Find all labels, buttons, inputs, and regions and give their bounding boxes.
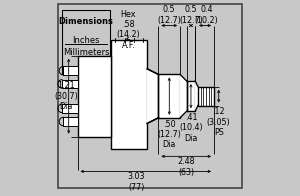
- Text: 3.03
(77): 3.03 (77): [128, 172, 145, 192]
- Text: 1.21
(30.7)
Dia: 1.21 (30.7) Dia: [54, 81, 78, 111]
- Bar: [63, 117, 77, 126]
- Text: 0.4
(10.2): 0.4 (10.2): [195, 5, 218, 24]
- Text: Inches: Inches: [72, 36, 100, 45]
- Bar: [198, 87, 214, 105]
- Text: 2.48
(63): 2.48 (63): [177, 157, 195, 177]
- Bar: [62, 80, 77, 88]
- Text: 0.5
(12.7): 0.5 (12.7): [179, 5, 203, 24]
- Polygon shape: [195, 81, 198, 111]
- Text: .12
(3.05)
PS: .12 (3.05) PS: [207, 107, 231, 137]
- Bar: [62, 104, 77, 113]
- Text: Millimeters: Millimeters: [63, 48, 109, 57]
- Bar: [77, 56, 111, 137]
- Polygon shape: [180, 74, 187, 118]
- Text: .41
(10.4)
Dia: .41 (10.4) Dia: [179, 113, 203, 143]
- Bar: [187, 81, 195, 111]
- Bar: [61, 10, 110, 74]
- Bar: [111, 40, 147, 149]
- Text: .50
(12.7)
Dia: .50 (12.7) Dia: [158, 120, 181, 149]
- Text: 0.5
(12.7): 0.5 (12.7): [158, 5, 181, 24]
- Text: Dimensions: Dimensions: [58, 17, 113, 26]
- Text: Hex
.58
(14.2)
A.F.: Hex .58 (14.2) A.F.: [116, 10, 140, 50]
- Bar: [158, 74, 180, 118]
- Polygon shape: [147, 69, 158, 123]
- Bar: [63, 66, 77, 75]
